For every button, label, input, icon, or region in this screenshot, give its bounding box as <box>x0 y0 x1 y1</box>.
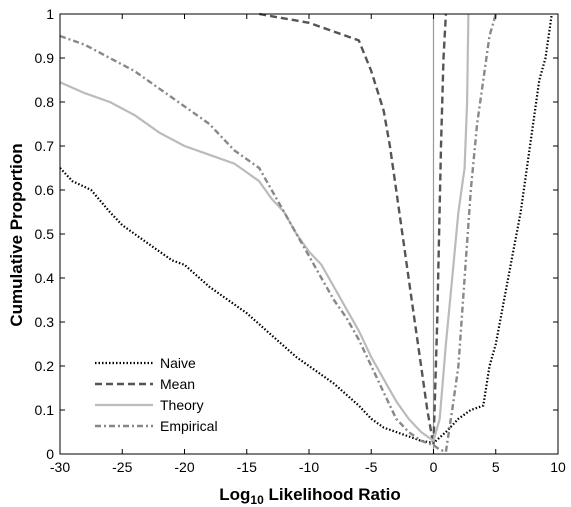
x-tick-label: -15 <box>237 459 257 475</box>
x-tick-label: -30 <box>50 459 70 475</box>
series-line-empirical <box>59 13 497 453</box>
x-axis-label-base: Log <box>219 485 250 504</box>
legend-label-naive: Naive <box>160 355 196 371</box>
x-ticks: -30 -25 -20 -15 -10 -5 0 5 10 <box>50 14 566 475</box>
y-tick-label: 0.8 <box>35 94 55 110</box>
x-tick-label: 0 <box>430 459 438 475</box>
y-tick-label: 0.7 <box>35 138 55 154</box>
legend: Naive Mean Theory Empirical <box>95 355 218 434</box>
x-tick-label: 5 <box>492 459 500 475</box>
y-tick-label: 0.4 <box>35 270 55 286</box>
x-tick-label: -10 <box>299 459 319 475</box>
legend-label-empirical: Empirical <box>160 418 218 434</box>
y-tick-label: 1 <box>46 6 54 22</box>
y-tick-label: 0.5 <box>35 226 55 242</box>
x-tick-label: 10 <box>550 459 566 475</box>
y-axis-label: Cumulative Proportion <box>7 143 26 326</box>
y-tick-label: 0 <box>46 446 54 462</box>
x-tick-label: -25 <box>112 459 132 475</box>
x-axis-label: Log10 Likelihood Ratio <box>219 485 400 507</box>
series-line-mean <box>258 12 448 447</box>
series-line-naive <box>59 13 553 445</box>
y-tick-label: 0.6 <box>35 182 55 198</box>
x-tick-label: -5 <box>365 459 378 475</box>
y-tick-label: 0.9 <box>35 50 55 66</box>
legend-label-mean: Mean <box>160 376 195 392</box>
plot-lines <box>59 12 553 454</box>
y-tick-label: 0.1 <box>35 402 55 418</box>
x-axis-label-subscript: 10 <box>250 493 264 507</box>
y-tick-label: 0.2 <box>35 358 55 374</box>
y-tick-label: 0.3 <box>35 314 55 330</box>
legend-label-theory: Theory <box>160 397 204 413</box>
x-tick-label: -20 <box>174 459 194 475</box>
series-line-theory <box>59 13 470 442</box>
x-axis-label-rest: Likelihood Ratio <box>264 485 401 504</box>
y-ticks: 0 0.1 0.2 0.3 0.4 0.5 0.6 0.7 0.8 0.9 1 <box>35 6 558 462</box>
